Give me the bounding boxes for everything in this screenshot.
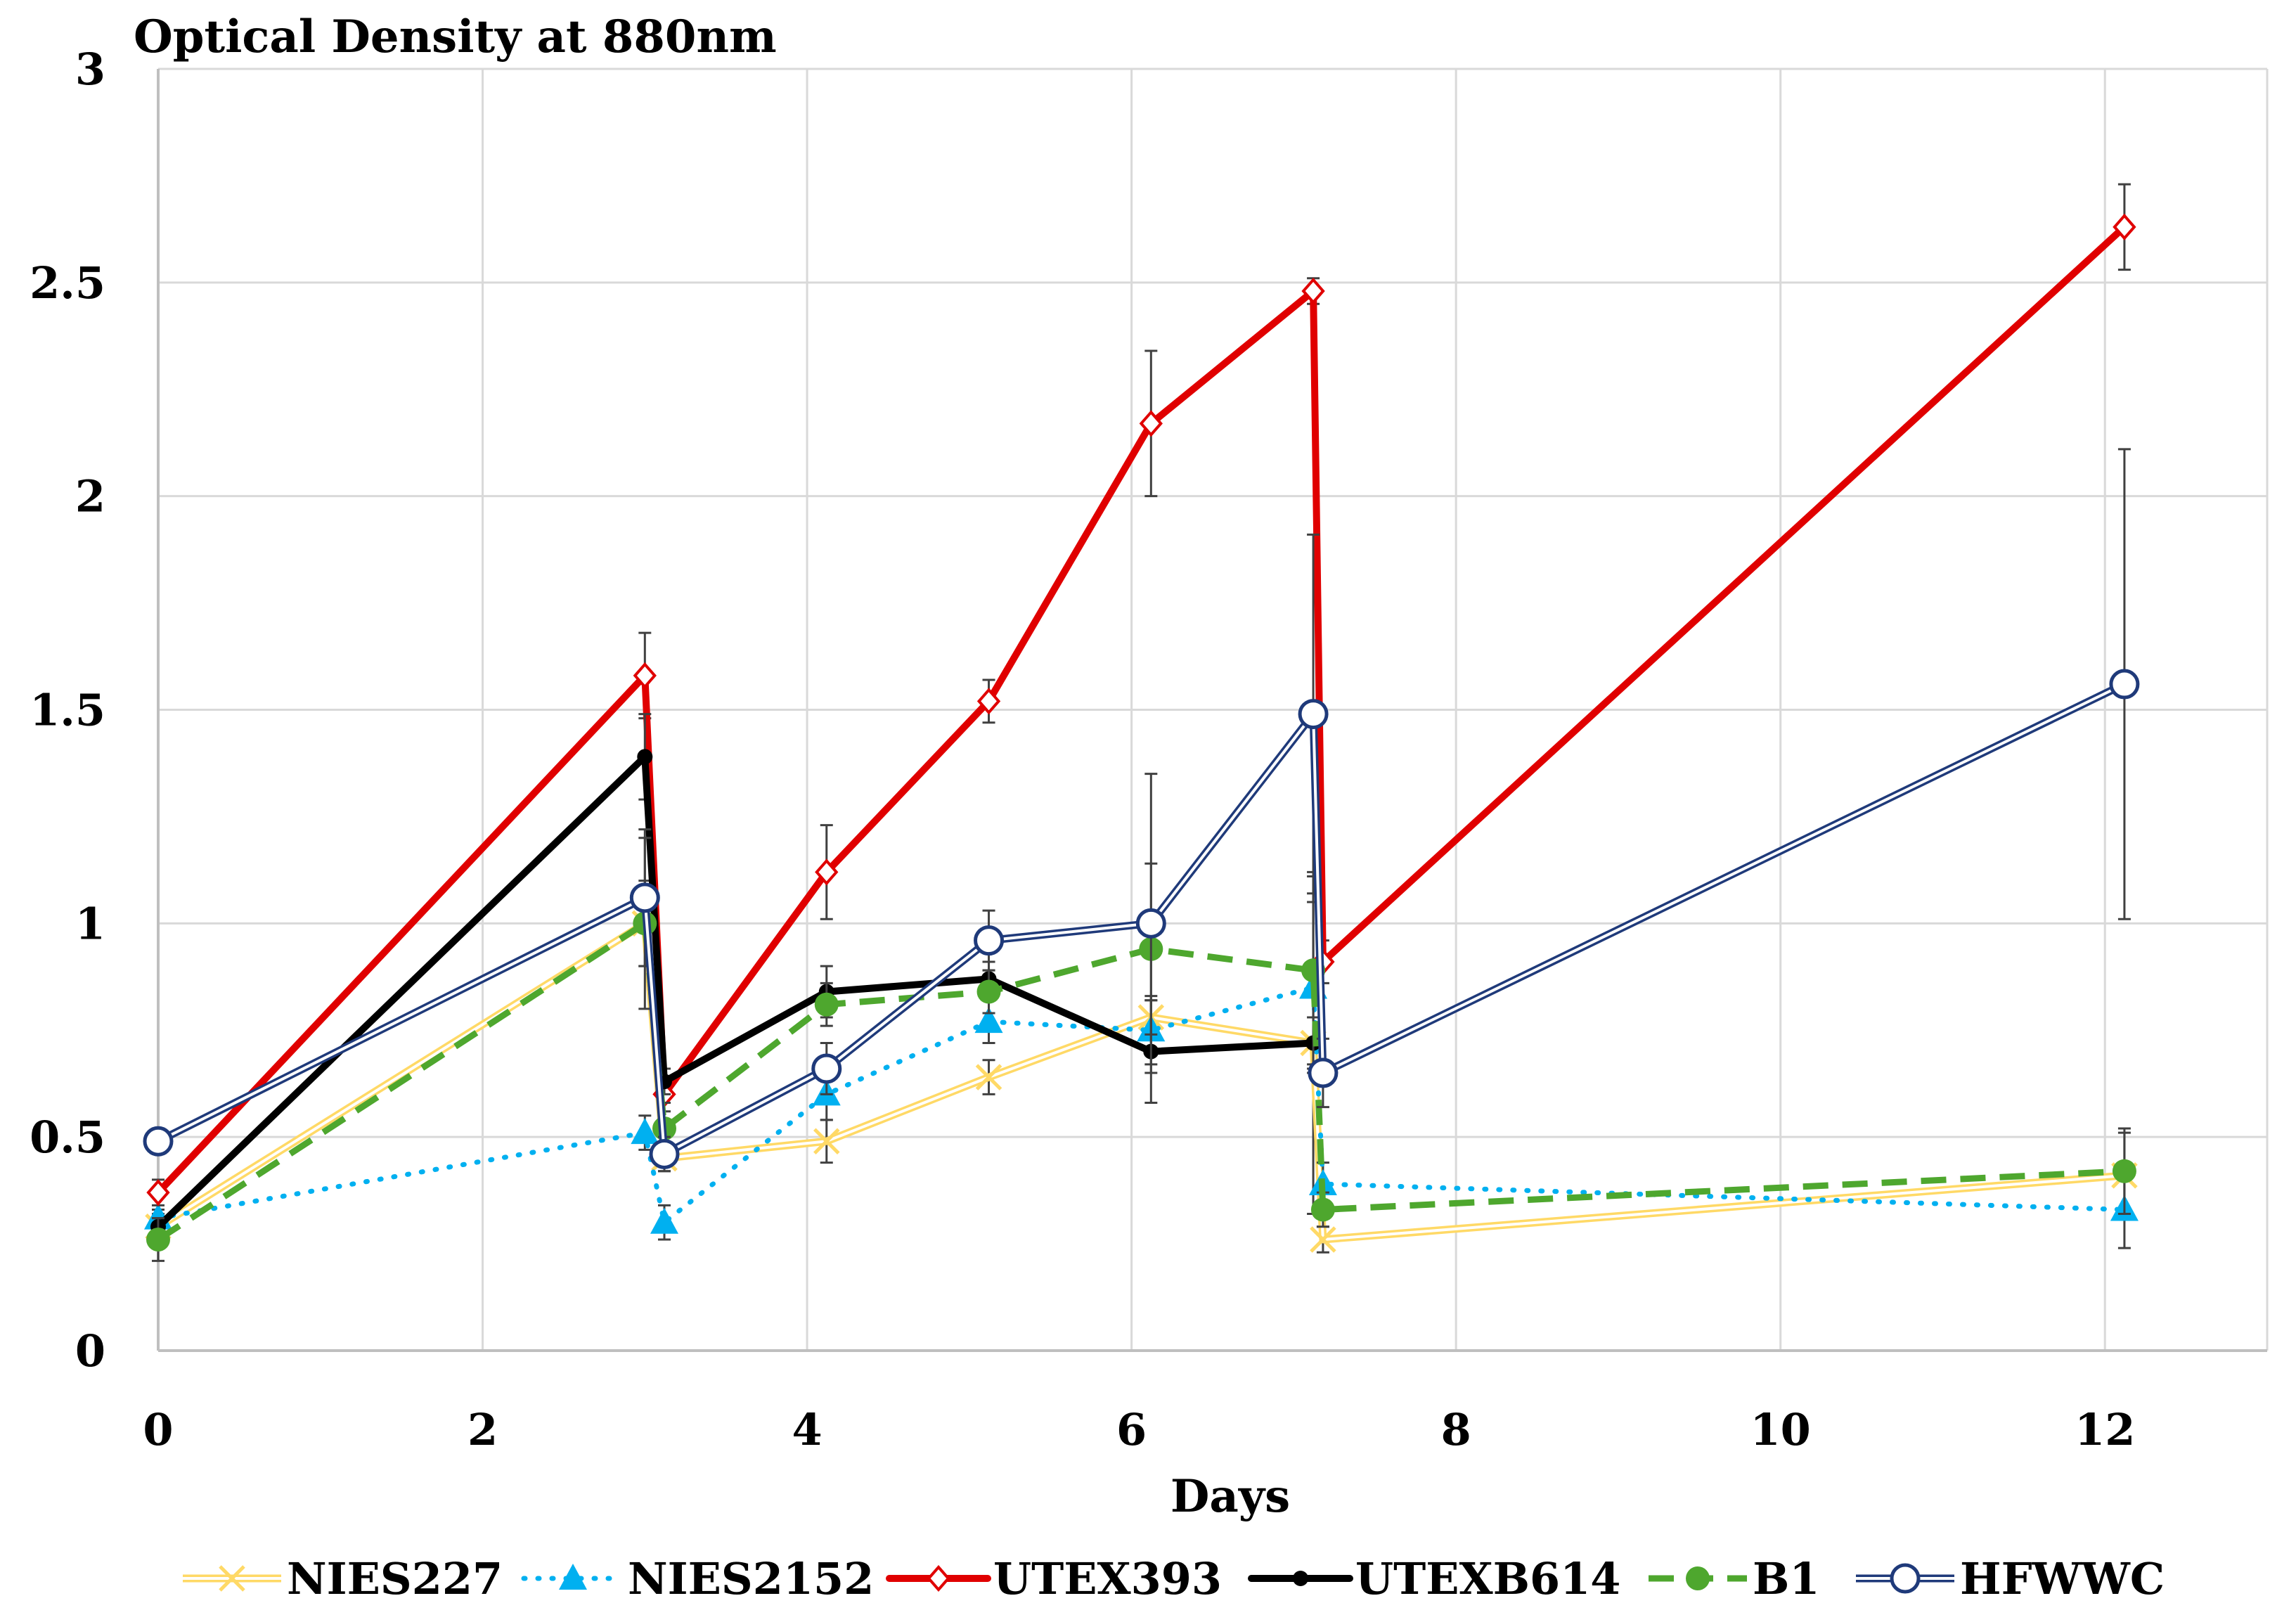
legend-item-hfwwc: HFWWC	[1856, 1553, 2165, 1604]
x-tick-label: 4	[792, 1404, 823, 1455]
x-tick-label: 10	[1750, 1404, 1811, 1455]
legend-item-b1: B1	[1649, 1553, 1820, 1604]
data-point	[1135, 908, 1166, 939]
data-point	[976, 688, 1001, 715]
data-point	[1310, 1226, 1336, 1253]
data-point	[974, 1007, 1003, 1034]
data-point	[2113, 213, 2136, 240]
data-point	[2112, 1159, 2136, 1183]
y-tick-label: 2.5	[30, 257, 105, 309]
series-group	[143, 183, 2140, 1262]
data-point	[146, 1179, 170, 1206]
legend-item-nies227: NIES227	[183, 1553, 503, 1604]
data-point	[1139, 410, 1163, 437]
legend-marker	[559, 1564, 587, 1590]
legend-marker	[1890, 1563, 1921, 1594]
data-point	[631, 1118, 659, 1145]
series-hfwwc	[143, 448, 2140, 1173]
data-point	[143, 1126, 174, 1157]
data-point	[976, 979, 1001, 1004]
data-point	[637, 749, 653, 765]
data-point	[629, 882, 660, 913]
data-point	[815, 858, 839, 886]
chart-title: Optical Density at 880nm	[134, 11, 777, 63]
legend-label: UTEXB614	[1355, 1553, 1620, 1604]
legend: NIES227 NIES2152 UTEX393 UTEXB614 B1 HFWWC	[183, 1553, 2165, 1604]
y-tick-label: 1.5	[30, 685, 105, 736]
legend-marker	[219, 1565, 245, 1592]
data-point	[2109, 669, 2140, 700]
data-point	[974, 925, 1005, 956]
y-tick-label: 0.5	[30, 1112, 105, 1163]
data-point	[814, 992, 839, 1017]
legend-label: B1	[1753, 1553, 1820, 1604]
legend-item-utex393: UTEX393	[886, 1553, 1222, 1604]
data-point	[1298, 699, 1329, 730]
axes: 0 0.5 1 1.5 2 2.5 3 0 2 4 6 8 10 12	[30, 44, 2267, 1455]
data-point	[975, 1064, 1002, 1090]
data-point	[811, 1053, 842, 1084]
legend-item-nies2152: NIES2152	[521, 1553, 874, 1604]
x-tick-label: 6	[1116, 1404, 1147, 1455]
series-utex393	[146, 183, 2136, 1206]
x-axis-label: Days	[1170, 1470, 1290, 1523]
series-line	[156, 919, 2125, 1244]
x-tick-label: 0	[143, 1404, 173, 1455]
legend-marker	[1293, 1571, 1308, 1586]
x-tick-label: 8	[1441, 1404, 1471, 1455]
legend-label: NIES2152	[628, 1553, 874, 1604]
legend-label: HFWWC	[1960, 1553, 2165, 1604]
series-line	[156, 920, 2125, 1242]
series-line-inner	[157, 922, 2125, 1241]
data-point	[1308, 1057, 1339, 1088]
data-point	[813, 1128, 840, 1155]
legend-marker	[1686, 1566, 1710, 1590]
data-point	[650, 1207, 678, 1234]
data-point	[1310, 1197, 1335, 1222]
legend-item-utexb614: UTEXB614	[1248, 1553, 1620, 1604]
legend-label: UTEX393	[993, 1553, 1222, 1604]
x-tick-label: 12	[2075, 1404, 2135, 1455]
series-utexb614	[150, 713, 1322, 1237]
y-tick-label: 1	[75, 898, 105, 949]
data-point	[633, 662, 657, 689]
data-point	[146, 1228, 170, 1252]
x-tick-label: 2	[467, 1404, 498, 1455]
y-tick-label: 2	[75, 471, 105, 522]
y-tick-label: 0	[75, 1325, 105, 1377]
legend-marker	[927, 1564, 950, 1592]
y-tick-label: 3	[75, 44, 105, 95]
legend-label: NIES227	[287, 1553, 503, 1604]
data-point	[1301, 277, 1325, 305]
grid	[158, 67, 2269, 1351]
data-point	[649, 1138, 680, 1169]
